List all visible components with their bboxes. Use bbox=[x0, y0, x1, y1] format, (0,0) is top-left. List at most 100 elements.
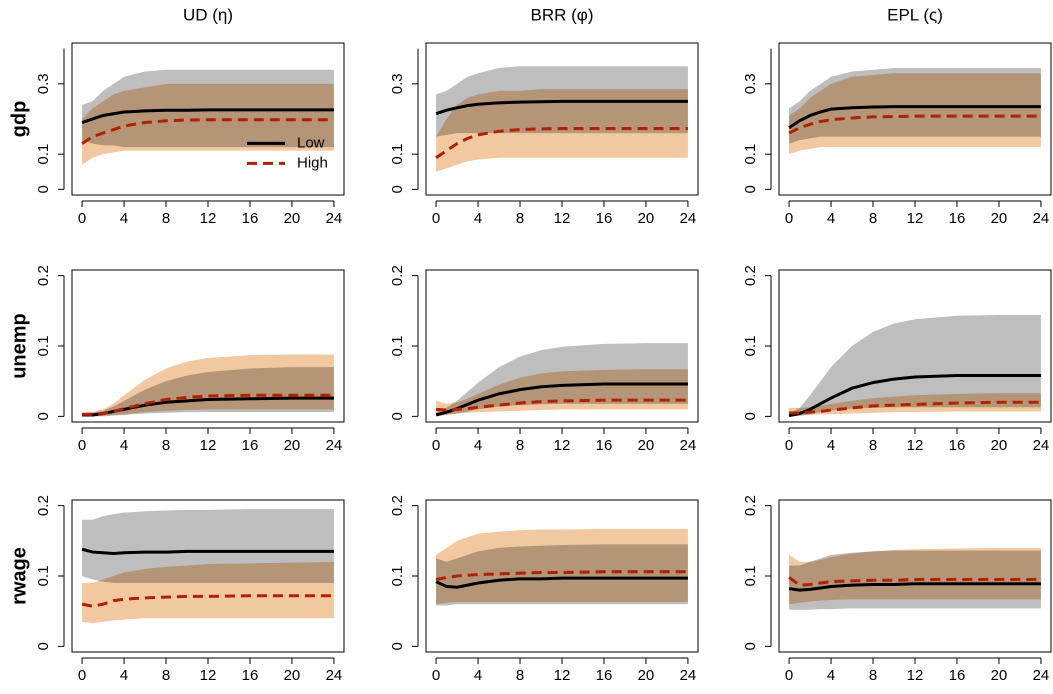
plot-box bbox=[778, 42, 1052, 196]
confidence-band bbox=[789, 393, 1041, 416]
plot-box bbox=[425, 499, 699, 653]
series-line bbox=[435, 570, 688, 581]
series-line bbox=[435, 99, 688, 116]
y-tick-label: 0 bbox=[742, 412, 759, 420]
panel: 0 4 8 12 16 20 24 0 0.1 0.2 unemp bbox=[8, 265, 345, 454]
x-tick-label: 4 bbox=[120, 437, 128, 454]
x-tick-label: 4 bbox=[827, 667, 835, 684]
x-tick-label: 24 bbox=[326, 667, 343, 684]
x-tick-label: 16 bbox=[596, 437, 613, 454]
x-tick-label: 20 bbox=[638, 210, 655, 227]
x-tick-label: 24 bbox=[680, 437, 697, 454]
series-line bbox=[435, 398, 688, 412]
confidence-band bbox=[436, 369, 688, 415]
x-tick-label: 24 bbox=[1033, 667, 1050, 684]
confidence-band bbox=[789, 315, 1041, 417]
row-label: gdp bbox=[8, 101, 30, 138]
series-line bbox=[435, 127, 688, 159]
x-tick-label: 4 bbox=[120, 210, 128, 227]
panel: 0 4 8 12 16 20 24 0 0.1 0.2 bbox=[389, 265, 699, 454]
x-tick-label: 20 bbox=[284, 210, 301, 227]
y-tick-label: 0.3 bbox=[389, 73, 406, 94]
confidence-band bbox=[436, 89, 688, 172]
y-tick-label: 0 bbox=[389, 412, 406, 420]
x-tick-label: 12 bbox=[907, 210, 924, 227]
x-tick-label: 16 bbox=[596, 667, 613, 684]
y-tick-label: 0.2 bbox=[742, 495, 759, 516]
x-tick-label: 16 bbox=[242, 437, 259, 454]
x-tick-label: 8 bbox=[869, 210, 877, 227]
panel: 0 4 8 12 16 20 24 0 0.1 0.2 bbox=[742, 265, 1052, 454]
x-tick-label: 16 bbox=[242, 667, 259, 684]
y-tick-label: 0.1 bbox=[35, 566, 52, 587]
y-tick-label: 0 bbox=[389, 642, 406, 650]
confidence-band bbox=[789, 547, 1041, 605]
x-tick-label: 24 bbox=[326, 437, 343, 454]
y-tick-label: 0.3 bbox=[35, 73, 52, 94]
y-tick-label: 0 bbox=[35, 412, 52, 420]
series-line bbox=[82, 393, 334, 416]
legend-label: High bbox=[297, 154, 328, 171]
series-line bbox=[789, 400, 1041, 415]
y-tick-label: 0.1 bbox=[35, 336, 52, 357]
panel: 0 4 8 12 16 20 24 0 0.1 0.3 BRR (φ) bbox=[389, 5, 699, 227]
x-tick-label: 24 bbox=[326, 210, 343, 227]
y-tick-label: 0.2 bbox=[389, 265, 406, 286]
x-tick-label: 4 bbox=[120, 667, 128, 684]
x-tick-label: 12 bbox=[554, 667, 571, 684]
y-tick-label: 0.2 bbox=[35, 495, 52, 516]
panel: 0 4 8 12 16 20 24 0 0.1 0.2 bbox=[742, 495, 1052, 684]
series-line bbox=[435, 576, 688, 589]
x-tick-label: 12 bbox=[554, 210, 571, 227]
plot-box bbox=[71, 269, 345, 423]
x-tick-label: 24 bbox=[1033, 437, 1050, 454]
column-title: BRR (φ) bbox=[531, 5, 594, 24]
y-tick-label: 0 bbox=[742, 185, 759, 193]
x-tick-label: 4 bbox=[827, 437, 835, 454]
y-tick-label: 0.3 bbox=[742, 73, 759, 94]
y-tick-label: 0.1 bbox=[389, 566, 406, 587]
series-line bbox=[81, 108, 334, 124]
x-tick-label: 8 bbox=[516, 667, 524, 684]
row-label: rwage bbox=[8, 547, 30, 605]
x-tick-label: 24 bbox=[680, 667, 697, 684]
x-tick-label: 0 bbox=[785, 667, 793, 684]
y-tick-label: 0.2 bbox=[389, 495, 406, 516]
x-tick-label: 0 bbox=[785, 437, 793, 454]
x-tick-label: 20 bbox=[638, 437, 655, 454]
x-tick-label: 0 bbox=[78, 667, 86, 684]
x-tick-label: 4 bbox=[474, 210, 482, 227]
panel: 0 4 8 12 16 20 24 0 0.1 0.3 UD (η) gdp Low High bbox=[8, 5, 345, 227]
y-tick-label: 0 bbox=[35, 642, 52, 650]
x-tick-label: 16 bbox=[596, 210, 613, 227]
x-tick-label: 16 bbox=[949, 667, 966, 684]
column-title: UD (η) bbox=[183, 5, 233, 24]
x-tick-label: 20 bbox=[284, 437, 301, 454]
series-line bbox=[788, 576, 1041, 587]
x-tick-label: 12 bbox=[200, 210, 217, 227]
x-tick-label: 0 bbox=[78, 210, 86, 227]
series-line bbox=[81, 118, 334, 145]
row-label: unemp bbox=[8, 313, 30, 379]
y-tick-label: 0.1 bbox=[742, 566, 759, 587]
panel: 0 4 8 12 16 20 24 0 0.1 0.2 rwage bbox=[8, 495, 345, 684]
y-tick-label: 0 bbox=[35, 185, 52, 193]
y-tick-label: 0.1 bbox=[389, 144, 406, 165]
x-tick-label: 0 bbox=[432, 437, 440, 454]
y-tick-label: 0 bbox=[742, 642, 759, 650]
y-tick-label: 0.1 bbox=[35, 144, 52, 165]
x-tick-label: 20 bbox=[638, 667, 655, 684]
y-tick-label: 0.1 bbox=[389, 336, 406, 357]
plot-box bbox=[778, 269, 1052, 423]
y-tick-label: 0.1 bbox=[742, 144, 759, 165]
x-tick-label: 20 bbox=[991, 437, 1008, 454]
x-tick-label: 16 bbox=[242, 210, 259, 227]
plot-box bbox=[778, 499, 1052, 653]
confidence-band bbox=[82, 83, 334, 165]
plot-box bbox=[71, 499, 345, 653]
y-tick-label: 0.1 bbox=[742, 336, 759, 357]
x-tick-label: 20 bbox=[284, 667, 301, 684]
series-line bbox=[81, 594, 334, 608]
x-tick-label: 4 bbox=[474, 667, 482, 684]
y-tick-label: 0.2 bbox=[742, 265, 759, 286]
